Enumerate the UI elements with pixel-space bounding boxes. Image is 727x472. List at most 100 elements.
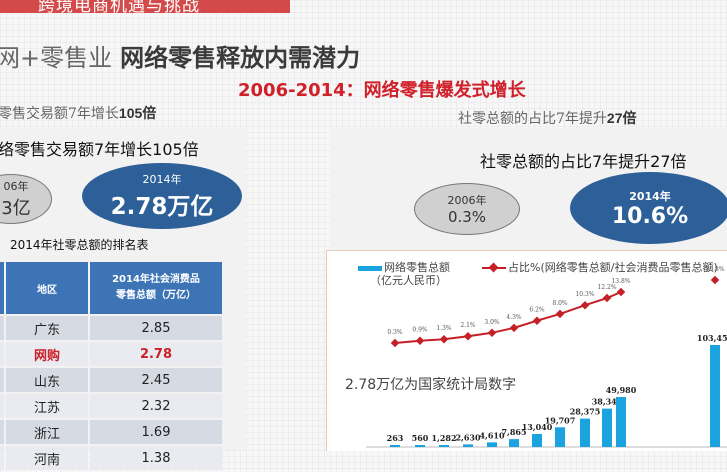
header-total: 2014年社会消费品 零售总额（万亿）	[90, 262, 222, 314]
ellipse-year: 2014年	[142, 173, 182, 186]
line-marker	[415, 336, 425, 345]
table-row: 广东 2.85	[0, 316, 222, 340]
table-header-row: 地区 2014年社会消费品 零售总额（万亿）	[0, 262, 222, 314]
cell-value: 1.69	[90, 420, 222, 444]
combo-chart: 263 560 1,2822,6304,6107,86513,04019,70728…	[366, 266, 727, 448]
cell-region: 山东	[6, 368, 88, 392]
line-label: 10.3%	[575, 291, 594, 298]
table-row: 山东 2.45	[0, 368, 222, 392]
ellipse-year: 2006年	[447, 194, 487, 207]
line-label: 6.2%	[529, 307, 545, 314]
bar	[532, 433, 542, 447]
bar	[415, 445, 425, 447]
page-title-bold: 网络零售释放内需潜力	[120, 44, 361, 72]
ranking-table: 地区 2014年社会消费品 零售总额（万亿） 广东 2.85 网购 2.78 山东 2…	[0, 260, 224, 472]
legend-line: 占比%(网络零售总额/社会消费品零售总额)	[482, 259, 718, 275]
table-row-highlight: 网购 2.78	[0, 342, 222, 366]
bar	[509, 439, 519, 447]
line-marker	[710, 275, 720, 285]
bar-label: 2,630	[455, 432, 480, 442]
page-title-light: 网+零售业	[0, 44, 113, 72]
bar-label: 19,707	[545, 415, 576, 425]
line-marker	[580, 300, 590, 310]
cell-value: 2.45	[90, 368, 222, 392]
bar-label: 7,865	[501, 427, 526, 437]
bar-label: 1,282	[431, 433, 456, 443]
left-subtitle: 零售交易额7年增长105倍	[0, 103, 156, 123]
bar-label: 263	[387, 433, 404, 443]
bar	[463, 444, 473, 447]
page-title: 网+零售业 网络零售释放内需潜力	[0, 38, 360, 73]
cell-region: 江苏	[6, 394, 88, 418]
table-row: 江苏 2.32	[0, 394, 222, 418]
line-marker	[509, 323, 519, 333]
line-marker	[390, 338, 400, 348]
bar-label: 560	[412, 433, 429, 443]
legend-bar-label: 网络零售总额	[384, 261, 450, 274]
line-marker	[555, 309, 565, 319]
line-label: 12.2%	[597, 284, 616, 291]
line-label: 0.9%	[412, 327, 428, 334]
line-marker	[532, 316, 542, 325]
ellipse-value: 0.3%	[447, 208, 487, 226]
left-subtitle-bold: 105倍	[118, 105, 157, 121]
header-total-line2: 零售总额（万亿）	[116, 290, 196, 301]
header-rank	[0, 262, 4, 314]
bar-label: 103,459	[697, 333, 727, 343]
line-marker	[439, 334, 449, 344]
ellipse-2006-share: 2006年 0.3%	[414, 183, 520, 235]
left-panel-title: 络零售交易额7年增长105倍	[0, 140, 199, 159]
line-marker	[616, 287, 626, 297]
cell-region: 浙江	[6, 420, 88, 444]
section-headline: 2006-2014：网络零售爆发式增长	[238, 80, 526, 101]
bar	[555, 427, 565, 447]
cell-region: 广东	[6, 316, 88, 340]
ranking-table-title: 2014年社零总额的排名表	[10, 238, 149, 252]
bar	[616, 397, 626, 447]
bar	[710, 345, 720, 447]
legend-line-marker-icon	[482, 267, 506, 269]
line-label: 16.8%	[705, 266, 724, 273]
bar-label: 49,980	[606, 385, 637, 395]
bar	[439, 445, 449, 447]
ellipse-value: 2.78万亿	[110, 194, 214, 220]
line-label: 13.8%	[611, 278, 630, 285]
cell-value: 2.85	[90, 316, 222, 340]
ellipse-2014-volume: 2014年 2.78万亿	[82, 163, 242, 229]
line-marker	[463, 331, 473, 341]
line-label: 3.0%	[484, 319, 500, 326]
legend-bar-swatch-icon	[358, 265, 382, 271]
ellipse-2014-share: 2014年 10.6%	[570, 172, 727, 244]
bar-label: 13,040	[522, 422, 553, 432]
legend-bar-unit: （亿元人民币）	[370, 274, 447, 287]
line-label: 1.3%	[436, 325, 452, 332]
line-label: 2.1%	[460, 322, 476, 329]
bar	[602, 408, 612, 447]
right-subtitle-text: 社零总额的占比7年提升	[458, 111, 607, 127]
chart-area	[326, 250, 727, 451]
chart-note: 2.78万亿为国家统计局数字	[345, 377, 517, 393]
bar	[390, 445, 400, 447]
line-label: 0.3%	[387, 329, 403, 336]
bar-label: 4,610	[479, 430, 504, 440]
line-label: 4.3%	[506, 314, 522, 321]
ellipse-year: 06年	[3, 180, 29, 193]
right-subtitle: 社零总额的占比7年提升27倍	[458, 108, 637, 128]
cell-value: 2.32	[90, 394, 222, 418]
cell-region: 网购	[6, 342, 88, 366]
line-marker	[487, 328, 497, 338]
ellipse-value: 10.6%	[611, 203, 689, 229]
bar	[580, 418, 590, 447]
line-marker	[602, 293, 612, 303]
line-label: 8.0%	[552, 300, 568, 307]
bar-label: 38,347	[592, 397, 623, 407]
cell-value: 2.78	[90, 342, 222, 366]
header-total-line1: 2014年社会消费品	[112, 274, 200, 285]
bar-label: 28,375	[570, 407, 601, 417]
bar	[487, 442, 497, 447]
legend-bar: 网络零售总额	[358, 259, 450, 275]
left-subtitle-text: 零售交易额7年增长	[0, 106, 119, 122]
slide-banner: 跨境电商机遇与挑战	[0, 0, 290, 13]
header-region: 地区	[6, 262, 88, 314]
right-panel-title: 社零总额的占比7年提升27倍	[480, 152, 687, 171]
